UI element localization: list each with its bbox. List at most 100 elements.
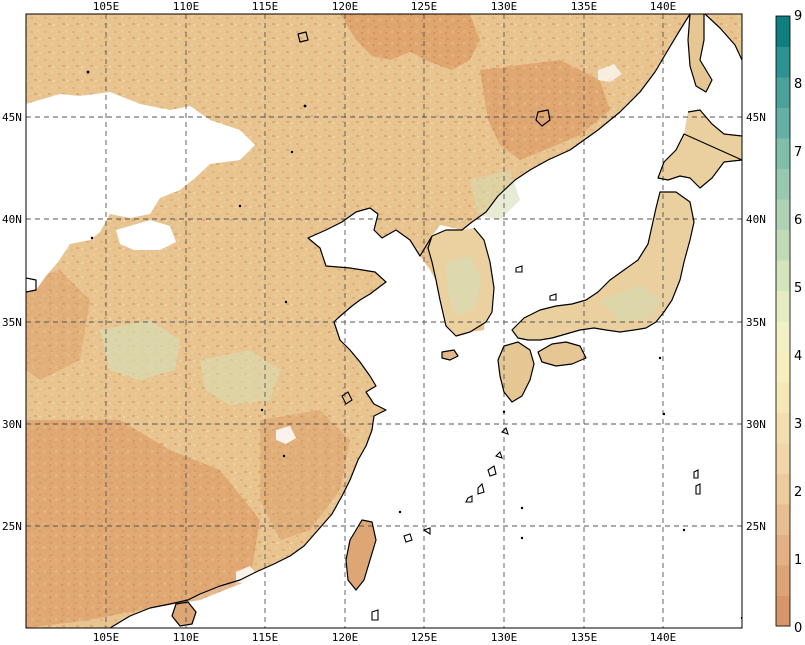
lon-label-bottom: 130E xyxy=(491,631,518,644)
lon-label-top: 140E xyxy=(650,0,677,13)
colorbar-swatch xyxy=(776,168,790,200)
coast-kyushu xyxy=(497,341,535,403)
nodata-hokkaido xyxy=(598,64,622,82)
lat-label-left: 30N xyxy=(2,418,22,431)
lat-label-left: 40N xyxy=(2,213,22,226)
colorbar-swatch xyxy=(776,351,790,383)
lon-label-top: 105E xyxy=(93,0,120,13)
lon-label-top: 130E xyxy=(491,0,518,13)
lon-label-top: 115E xyxy=(252,0,279,13)
land-shikoku xyxy=(538,342,586,366)
colorbar-swatch xyxy=(776,290,790,322)
region-vegetation-korea xyxy=(446,256,482,316)
coast-hokkaido xyxy=(657,109,742,189)
colorbar-label: 1 xyxy=(794,553,802,568)
nodata-gobi-2 xyxy=(116,220,176,250)
lon-label-top: 110E xyxy=(173,0,200,13)
colorbar: 9 8 7 6 5 4 3 2 1 0 xyxy=(775,9,802,636)
lat-label-left: 25N xyxy=(2,520,22,533)
colorbar-label: 5 xyxy=(794,281,802,296)
lat-label-left: 35N xyxy=(2,316,22,329)
lat-label-right: 25N xyxy=(746,520,766,533)
colorbar-swatch xyxy=(776,473,790,505)
colorbar-swatch xyxy=(776,504,790,535)
lat-label-right: 35N xyxy=(746,316,766,329)
land-sakhalin xyxy=(688,14,712,92)
region-vegetation-central xyxy=(200,350,280,405)
coast-jeju xyxy=(441,349,459,361)
coast-mongolia-lake xyxy=(26,277,37,293)
lon-labels-top: 105E 110E 115E 120E 125E 130E 135E 140E xyxy=(93,0,677,13)
coast-reservoir xyxy=(297,31,309,43)
colorbar-swatch xyxy=(776,382,790,413)
colorbar-swatch xyxy=(776,138,790,169)
colorbar-label: 3 xyxy=(794,417,802,432)
land-honshu xyxy=(512,192,694,340)
colorbar-label: 7 xyxy=(794,145,802,160)
nodata-gobi xyxy=(26,92,255,292)
region-vegetation-honshu xyxy=(600,285,662,322)
coast-taiwan xyxy=(345,519,377,591)
region-highland-west xyxy=(26,270,90,380)
land-hokkaido xyxy=(658,110,742,188)
lon-label-bottom: 140E xyxy=(650,631,677,644)
region-highland-south xyxy=(26,420,260,628)
coast-shikoku xyxy=(537,341,587,367)
colorbar-swatch xyxy=(776,321,790,352)
colorbar-labels: 9 8 7 6 5 4 3 2 1 0 xyxy=(794,9,802,636)
colorbar-swatch xyxy=(776,229,790,261)
colorbar-label: 8 xyxy=(794,77,802,92)
colorbar-label: 9 xyxy=(794,9,802,24)
region-vegetation-manchuria xyxy=(470,170,520,220)
coastlines xyxy=(26,14,742,628)
colorbar-swatch xyxy=(776,412,790,444)
lon-label-top: 135E xyxy=(571,0,598,13)
island-dots xyxy=(86,70,742,620)
colorbar-swatch xyxy=(776,534,790,566)
nodata-bohai-coast xyxy=(340,234,362,252)
lat-label-right: 40N xyxy=(746,213,766,226)
colorbar-swatch xyxy=(776,16,790,47)
lon-label-bottom: 110E xyxy=(173,631,200,644)
land-taiwan xyxy=(346,520,376,590)
colorbar-label: 4 xyxy=(794,349,802,364)
lon-label-bottom: 125E xyxy=(411,631,438,644)
region-highland-ne xyxy=(340,14,480,70)
lon-label-bottom: 115E xyxy=(252,631,279,644)
plot-frame xyxy=(25,13,743,629)
coast-sakhalin xyxy=(687,14,713,93)
colorbar-frame xyxy=(775,15,791,627)
graticule xyxy=(26,14,742,628)
region-vegetation-sichuan xyxy=(100,320,180,380)
data-field xyxy=(26,14,742,628)
nodata-central xyxy=(276,426,296,444)
lat-label-right: 45N xyxy=(746,111,766,124)
lat-label-left: 45N xyxy=(2,111,22,124)
coast-honshu xyxy=(511,191,695,341)
coast-khanka-lake xyxy=(535,109,551,127)
land-hainan xyxy=(172,602,196,626)
lat-labels-left: 45N 40N 35N 30N 25N xyxy=(2,111,22,533)
lat-label-right: 30N xyxy=(746,418,766,431)
region-highland-southeast xyxy=(260,410,350,540)
colorbar-swatches xyxy=(776,16,790,627)
colorbar-swatch xyxy=(776,443,790,474)
coast-hainan xyxy=(171,601,197,627)
colorbar-swatch xyxy=(776,107,790,139)
colorbar-swatch xyxy=(776,595,790,627)
colorbar-label: 2 xyxy=(794,485,802,500)
colorbar-swatch xyxy=(776,77,790,108)
colorbar-swatch xyxy=(776,260,790,291)
lon-label-bottom: 105E xyxy=(93,631,120,644)
lat-labels-right: 45N 40N 35N 30N 25N xyxy=(746,111,766,533)
colorbar-label: 0 xyxy=(794,621,802,636)
lon-label-top: 120E xyxy=(332,0,359,13)
colorbar-label: 6 xyxy=(794,213,802,228)
colorbar-swatch xyxy=(776,199,790,230)
lon-label-bottom: 120E xyxy=(332,631,359,644)
lon-labels-bottom: 105E 110E 115E 120E 125E 130E 135E 140E xyxy=(93,631,677,644)
lon-label-bottom: 135E xyxy=(571,631,598,644)
colorbar-swatch xyxy=(776,46,790,78)
